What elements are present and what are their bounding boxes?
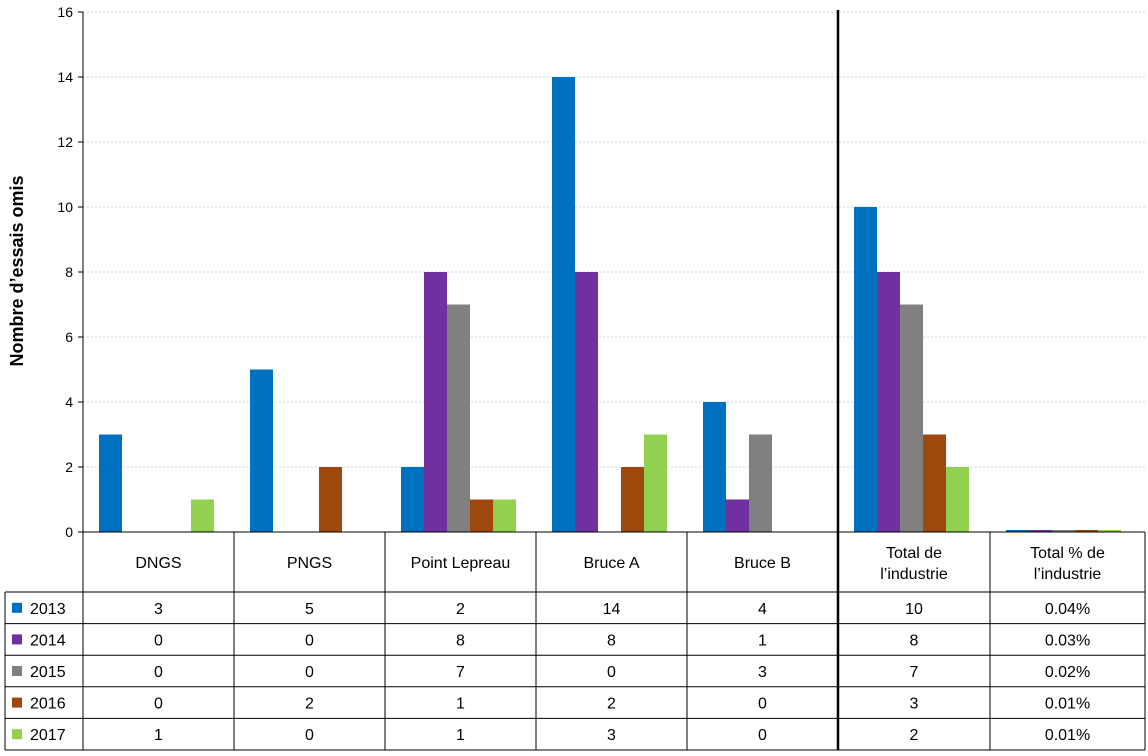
legend-label: 2017 (30, 727, 66, 744)
category-label: Total % de (1030, 545, 1105, 562)
category-label: l’industrie (880, 566, 948, 583)
bar-2016 (923, 434, 946, 532)
bar-2017 (644, 434, 667, 532)
bar-2017 (946, 467, 969, 532)
y-axis-label: Nombre d’essais omis (7, 175, 27, 366)
table-cell: 8 (910, 632, 919, 649)
table-cell: 0 (154, 632, 163, 649)
table-cell: 1 (456, 696, 465, 713)
legend-label: 2015 (30, 664, 66, 681)
table-cell: 0 (305, 727, 314, 744)
table-cell: 0 (154, 696, 163, 713)
y-tick-label: 6 (65, 329, 73, 345)
y-tick-label: 8 (65, 264, 73, 280)
table-cell: 2 (910, 727, 919, 744)
bar-2014 (726, 499, 749, 532)
bar-2013 (854, 207, 877, 532)
legend-swatch-2015 (12, 666, 22, 676)
y-tick-label: 12 (57, 134, 73, 150)
legend-label: 2014 (30, 632, 66, 649)
table-cell: 2 (456, 601, 465, 618)
category-label: Bruce A (583, 555, 639, 572)
y-tick-label: 0 (65, 524, 73, 540)
table-cell: 0.04% (1045, 601, 1090, 618)
bar-2016 (621, 467, 644, 532)
table-cell: 0 (305, 632, 314, 649)
table-cell: 3 (910, 696, 919, 713)
bar-2017 (191, 499, 214, 532)
bar-2013 (401, 467, 424, 532)
bar-2015 (447, 304, 470, 532)
legend-swatch-2014 (12, 634, 22, 645)
table-cell: 7 (910, 664, 919, 681)
category-label: DNGS (135, 555, 181, 572)
table-cell: 0.03% (1045, 632, 1090, 649)
bar-2013 (250, 369, 273, 532)
table-cell: 0.01% (1045, 727, 1090, 744)
table-cell: 1 (456, 727, 465, 744)
y-tick-label: 10 (57, 199, 73, 215)
table-cell: 2 (607, 696, 616, 713)
table-cell: 5 (305, 601, 314, 618)
table-cell: 0.01% (1045, 696, 1090, 713)
y-tick-label: 2 (65, 459, 73, 475)
y-tick-label: 16 (57, 4, 73, 20)
legend-label: 2013 (30, 601, 66, 618)
table-cell: 2 (305, 696, 314, 713)
table-cell: 10 (905, 601, 923, 618)
bar-2013 (552, 77, 575, 532)
bar-2014 (424, 272, 447, 532)
table-cell: 1 (758, 632, 767, 649)
table-cell: 0 (758, 696, 767, 713)
table-cell: 0 (305, 664, 314, 681)
category-label: Point Lepreau (411, 555, 511, 572)
bar-2013 (99, 434, 122, 532)
table-cell: 3 (607, 727, 616, 744)
table-cell: 3 (154, 601, 163, 618)
bar-2015 (900, 304, 923, 532)
category-label: l’industrie (1034, 566, 1102, 583)
table-cell: 7 (456, 664, 465, 681)
bar-2015 (1052, 530, 1075, 532)
bar-2014 (575, 272, 598, 532)
bar-2013 (703, 402, 726, 532)
table-cell: 14 (603, 601, 621, 618)
table-cell: 0 (607, 664, 616, 681)
bar-2016 (1075, 530, 1098, 532)
category-label: PNGS (287, 555, 332, 572)
table-cell: 0 (154, 664, 163, 681)
table-cell: 8 (607, 632, 616, 649)
legend-swatch-2016 (12, 697, 22, 708)
bar-2014 (877, 272, 900, 532)
bar-2015 (749, 434, 772, 532)
bar-2016 (470, 499, 493, 532)
bar-2017 (1098, 530, 1121, 532)
table-cell: 4 (758, 601, 767, 618)
legend-label: 2016 (30, 696, 66, 713)
y-tick-label: 4 (65, 394, 73, 410)
bar-2017 (493, 499, 516, 532)
legend-swatch-2017 (12, 729, 22, 740)
bar-2016 (319, 467, 342, 532)
category-label: Bruce B (734, 555, 791, 572)
table-cell: 3 (758, 664, 767, 681)
category-label: Total de (886, 545, 942, 562)
table-cell: 1 (154, 727, 163, 744)
table-cell: 0.02% (1045, 664, 1090, 681)
y-tick-label: 14 (57, 69, 73, 85)
bar-2013 (1006, 530, 1029, 532)
bar-2014 (1029, 530, 1052, 532)
legend-swatch-2013 (12, 602, 22, 613)
table-cell: 0 (758, 727, 767, 744)
table-cell: 8 (456, 632, 465, 649)
